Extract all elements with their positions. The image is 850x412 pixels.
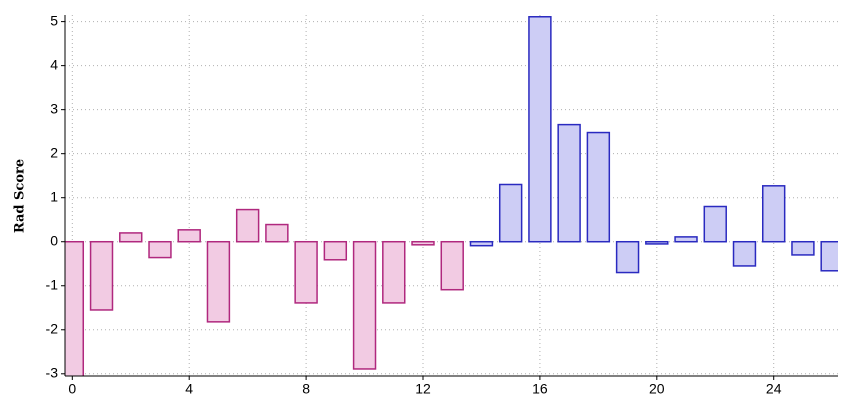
bar [119, 232, 143, 243]
y-tick-label: -2 [46, 320, 59, 336]
y-tick-label: -1 [46, 276, 59, 292]
y-tick-label: 2 [50, 144, 58, 160]
bar [177, 229, 201, 243]
bar [703, 205, 727, 243]
y-tick-label: 4 [50, 56, 58, 72]
bar [65, 240, 85, 376]
y-tick-label: 0 [50, 232, 58, 248]
x-tick-label: 0 [68, 381, 76, 397]
bar [498, 183, 523, 243]
bar [791, 240, 815, 256]
x-tick-label: 8 [302, 381, 310, 397]
bar [382, 240, 406, 304]
x-tick-label: 24 [766, 381, 782, 397]
y-tick-label: 3 [50, 100, 58, 116]
bar [352, 240, 377, 370]
y-tick-label: 5 [50, 12, 58, 28]
bar [732, 240, 757, 267]
bar [294, 240, 318, 304]
bar [557, 123, 581, 243]
bar [411, 240, 435, 246]
bar [528, 16, 552, 243]
bar [89, 240, 114, 311]
bar [148, 240, 172, 259]
bar [820, 240, 838, 272]
bar [206, 240, 231, 323]
y-axis-label: Rad Score [13, 159, 28, 233]
bar [323, 240, 348, 261]
bar [674, 236, 698, 243]
bar [265, 223, 289, 243]
bar [586, 131, 611, 243]
y-tick-label: 1 [50, 188, 58, 204]
bar [469, 240, 494, 247]
x-tick-label: 4 [185, 381, 193, 397]
bar [615, 240, 640, 274]
x-tick-label: 12 [415, 381, 431, 397]
x-tick-label: 20 [649, 381, 665, 397]
bar [235, 208, 260, 243]
bar [440, 240, 464, 291]
y-tick-label: -3 [46, 365, 59, 381]
x-tick-label: 16 [532, 381, 548, 397]
bar [761, 185, 786, 243]
bar [645, 240, 669, 245]
